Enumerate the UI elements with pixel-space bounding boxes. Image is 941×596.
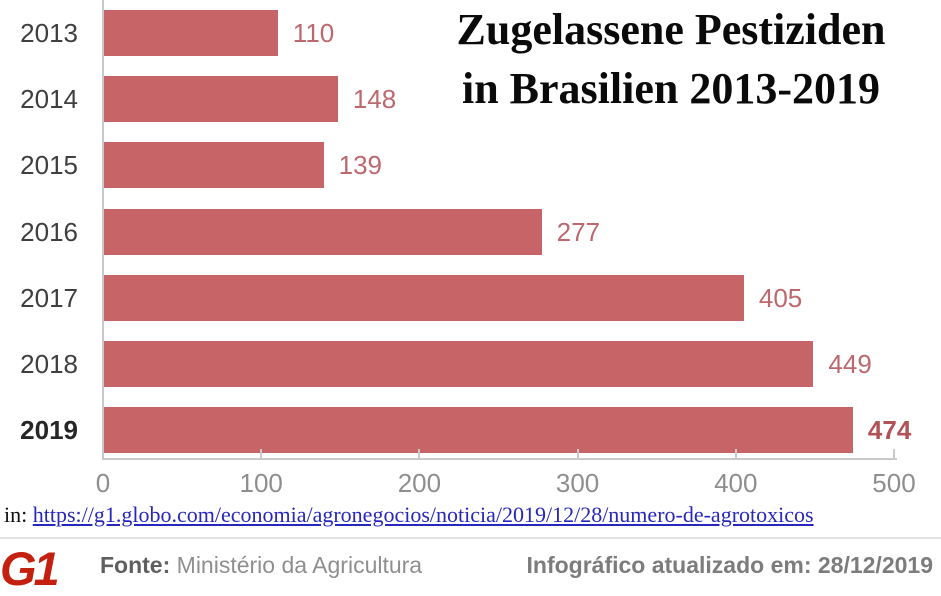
value-label-2017: 405	[758, 282, 803, 313]
bar-2014	[104, 76, 338, 123]
chart-title-line1: Zugelassene Pestiziden	[456, 5, 886, 54]
value-label-2019: 474	[867, 415, 912, 446]
value-label-2018: 449	[828, 349, 872, 379]
y-axis-label-2015: 2015	[20, 150, 78, 181]
source-attribution: Fonte: Ministério da Agricultura	[100, 552, 422, 579]
footer-bar: G1 Fonte: Ministério da Agricultura Info…	[0, 539, 941, 595]
x-axis-tick-label-100: 100	[239, 468, 283, 498]
chart-title-line2: in Brasilien 2013-2019	[461, 64, 881, 113]
bar-2019	[104, 407, 853, 454]
bar-2015	[104, 142, 324, 189]
y-axis-label-2013: 2013	[20, 18, 78, 48]
x-axis-tick-100	[260, 449, 263, 460]
x-axis-tick-label-300: 300	[555, 468, 600, 498]
source-url-link[interactable]: https://g1.globo.com/economia/agronegoci…	[32, 502, 814, 527]
bar-2016	[104, 208, 542, 255]
fonte-label: Fonte:	[100, 552, 171, 578]
updated-timestamp: Infográfico atualizado em: 28/12/2019	[526, 552, 933, 578]
x-axis-tick-label-200: 200	[397, 468, 442, 498]
x-axis-line	[102, 458, 897, 460]
y-axis-label-2017: 2017	[20, 282, 78, 313]
value-label-2013: 110	[292, 18, 335, 48]
y-axis-label-2018: 2018	[20, 349, 78, 379]
value-label-2016: 277	[556, 216, 601, 247]
x-axis-tick-400	[734, 449, 737, 460]
value-label-2015: 139	[338, 150, 382, 181]
x-axis-tick-200	[418, 449, 421, 460]
x-axis-tick-label-400: 400	[714, 468, 758, 498]
y-axis-label-2016: 2016	[20, 216, 78, 247]
g1-logo: G1	[0, 542, 60, 595]
x-axis-tick-0	[102, 449, 104, 460]
y-axis-label-2014: 2014	[20, 84, 78, 115]
x-axis-tick-label-500: 500	[872, 468, 916, 498]
bar-2018	[104, 341, 814, 387]
bar-2017	[104, 274, 744, 321]
x-axis-tick-label-0: 0	[95, 468, 111, 498]
y-axis-label-2019: 2019	[20, 415, 78, 446]
source-prefix: in:	[4, 502, 28, 527]
source-line: in: https://g1.globo.com/economia/agrone…	[4, 502, 814, 528]
footer-divider	[0, 537, 941, 539]
bar-chart: 2013 110 2014 148 2015 139 2016 277 2017 405 2018 4…	[20, 0, 916, 498]
y-axis-line	[102, 0, 104, 458]
bar-2013	[104, 10, 278, 56]
x-axis-tick-500	[893, 449, 895, 460]
value-label-2014: 148	[352, 84, 397, 115]
x-axis-tick-300	[576, 449, 579, 460]
chart-title: Zugelassene Pestiziden in Brasilien 2013…	[407, 0, 935, 118]
fonte-value: Ministério da Agricultura	[176, 552, 423, 578]
